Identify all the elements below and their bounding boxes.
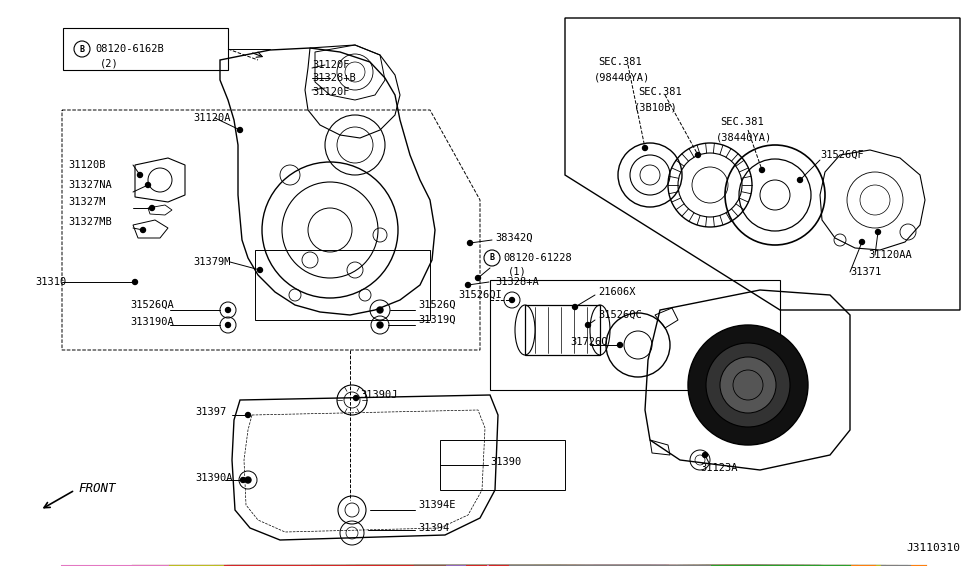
Circle shape xyxy=(706,343,790,427)
Text: B: B xyxy=(489,254,494,263)
Circle shape xyxy=(467,241,473,246)
Text: 31526QI: 31526QI xyxy=(458,290,502,300)
Text: (2): (2) xyxy=(100,58,119,68)
Text: (38440YA): (38440YA) xyxy=(716,133,772,143)
Text: 31397: 31397 xyxy=(195,407,226,417)
Text: 31328+B: 31328+B xyxy=(312,73,356,83)
Text: 31390J: 31390J xyxy=(360,390,398,400)
Text: 31328+A: 31328+A xyxy=(495,277,539,287)
Text: FRONT: FRONT xyxy=(78,482,115,495)
Text: 31394: 31394 xyxy=(418,523,449,533)
Text: 31379M: 31379M xyxy=(193,257,230,267)
Circle shape xyxy=(876,229,880,234)
Circle shape xyxy=(241,478,246,482)
Circle shape xyxy=(140,228,145,233)
Circle shape xyxy=(465,282,471,288)
Circle shape xyxy=(354,396,359,401)
Circle shape xyxy=(246,413,251,418)
Circle shape xyxy=(257,268,262,272)
Text: 31526QF: 31526QF xyxy=(820,150,864,160)
Circle shape xyxy=(572,305,577,310)
Circle shape xyxy=(245,477,251,483)
Circle shape xyxy=(688,325,808,445)
Text: 31526QC: 31526QC xyxy=(598,310,642,320)
Text: B: B xyxy=(80,45,85,54)
Text: 31120B: 31120B xyxy=(68,160,105,170)
Text: SEC.381: SEC.381 xyxy=(638,87,682,97)
Circle shape xyxy=(149,205,154,211)
Circle shape xyxy=(720,357,776,413)
Circle shape xyxy=(225,323,230,328)
Circle shape xyxy=(703,452,708,457)
Text: 313190A: 313190A xyxy=(130,317,174,327)
Circle shape xyxy=(225,307,230,312)
Circle shape xyxy=(695,152,700,157)
Circle shape xyxy=(377,307,383,313)
Circle shape xyxy=(860,239,865,245)
Text: (1): (1) xyxy=(508,267,526,277)
Text: 31120AA: 31120AA xyxy=(868,250,912,260)
Text: SEC.381: SEC.381 xyxy=(720,117,763,127)
Text: 31390A: 31390A xyxy=(195,473,232,483)
Text: 31327NA: 31327NA xyxy=(68,180,112,190)
Circle shape xyxy=(133,280,137,285)
Text: 31120A: 31120A xyxy=(193,113,230,123)
Circle shape xyxy=(476,276,481,281)
Text: 31526QA: 31526QA xyxy=(130,300,174,310)
Text: (3B10B): (3B10B) xyxy=(634,103,678,113)
Text: 31371: 31371 xyxy=(850,267,881,277)
Text: 31120F: 31120F xyxy=(312,87,349,97)
Text: SEC.381: SEC.381 xyxy=(598,57,642,67)
Text: 38342Q: 38342Q xyxy=(495,233,532,243)
Text: 31726Q: 31726Q xyxy=(570,337,607,347)
Text: 31327MB: 31327MB xyxy=(68,217,112,227)
Text: 31120F: 31120F xyxy=(312,60,349,70)
Text: 08120-6162B: 08120-6162B xyxy=(95,44,164,54)
Circle shape xyxy=(137,173,142,178)
Text: 31123A: 31123A xyxy=(700,463,737,473)
Circle shape xyxy=(145,182,150,187)
Text: J3110310: J3110310 xyxy=(906,543,960,553)
Text: 31327M: 31327M xyxy=(68,197,105,207)
Bar xyxy=(63,28,228,70)
Text: 31310: 31310 xyxy=(35,277,66,287)
Circle shape xyxy=(377,322,383,328)
Circle shape xyxy=(510,298,515,302)
Text: 21606X: 21606X xyxy=(598,287,636,297)
Circle shape xyxy=(238,127,243,132)
Text: 31394E: 31394E xyxy=(418,500,455,510)
Text: 31319Q: 31319Q xyxy=(418,315,455,325)
Text: 31390: 31390 xyxy=(490,457,522,467)
Circle shape xyxy=(617,342,622,348)
Text: (98440YA): (98440YA) xyxy=(594,73,650,83)
Circle shape xyxy=(760,168,764,173)
Text: 31526Q: 31526Q xyxy=(418,300,455,310)
Circle shape xyxy=(643,145,647,151)
Text: 08120-61228: 08120-61228 xyxy=(503,253,571,263)
Circle shape xyxy=(586,323,591,328)
Circle shape xyxy=(798,178,802,182)
